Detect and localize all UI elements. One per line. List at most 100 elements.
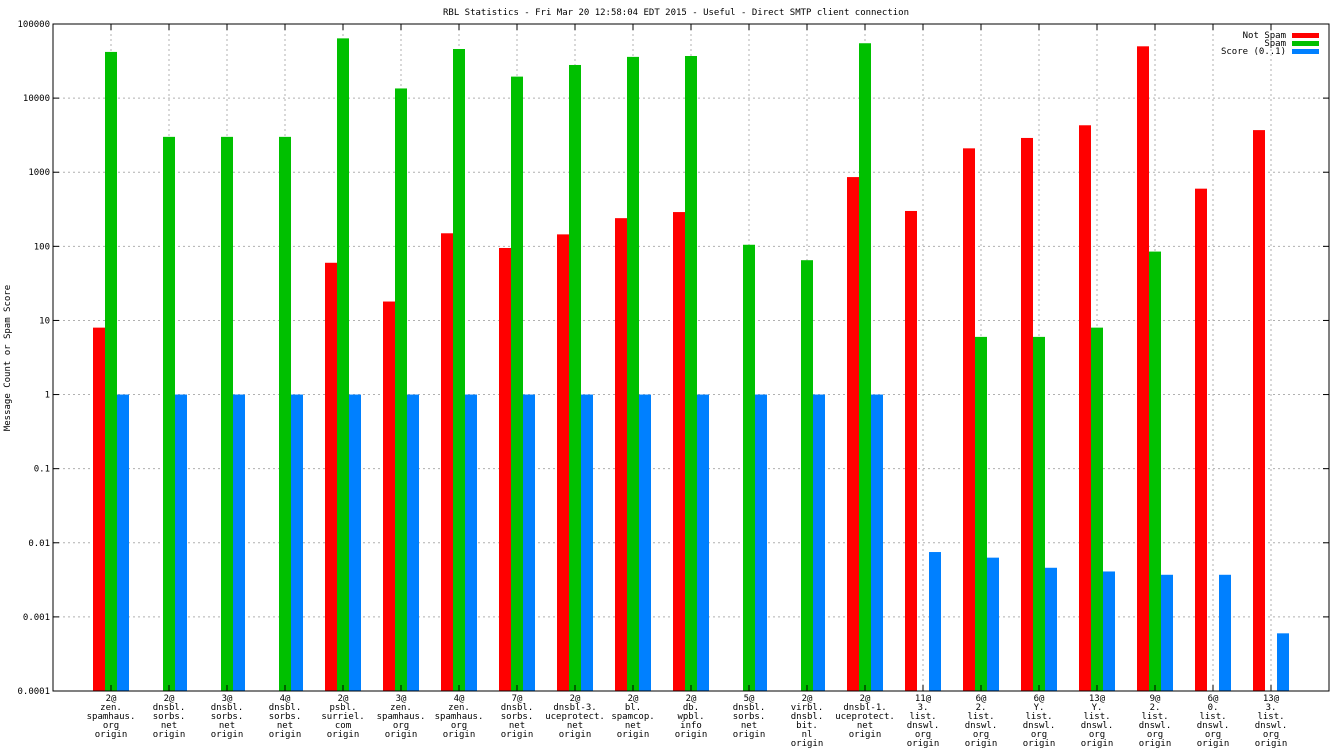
bar-not-spam: [441, 233, 453, 691]
bar-not-spam: [383, 301, 395, 691]
x-tick-label-line: org: [1089, 730, 1105, 740]
x-tick-label: 5@ dnsbl. sorbs. net origin: [733, 694, 766, 740]
bar-score-0-1: [929, 552, 941, 691]
x-tick-label-line: sorbs.: [269, 712, 302, 722]
x-tick-label-line: dnsbl.: [791, 712, 824, 722]
x-tick-label-line: uceprotect.: [545, 712, 605, 722]
x-tick-label-line: dnsbl-1.: [843, 703, 886, 713]
x-tick-label-line: org: [1263, 730, 1279, 740]
y-axis-ticks: 0.0001 0.001 0.01 0.1 1 10 100 1000 10000 100000: [17, 20, 1329, 697]
x-tick-label-line: dnsbl.: [501, 703, 534, 713]
x-tick-label: 3@ dnsbl. sorbs. net origin: [211, 694, 244, 740]
x-tick-label-line: spamhaus.: [87, 712, 136, 722]
x-tick-label-line: sorbs.: [153, 712, 186, 722]
x-tick-label-line: origin: [1081, 739, 1114, 749]
x-tick-label: 6@ 0. list. dnswl. org origin: [1197, 694, 1230, 749]
x-tick-label-line: dnswl.: [907, 721, 940, 731]
legend-swatch: [1292, 41, 1319, 46]
bar-spam: [685, 56, 697, 692]
x-tick-label-line: dnsbl.: [211, 703, 244, 713]
x-tick-label-line: origin: [849, 730, 882, 740]
bar-not-spam: [93, 327, 105, 691]
x-tick-label-line: 0.: [1208, 703, 1219, 713]
x-tick-label-line: origin: [1139, 739, 1172, 749]
x-tick-label: 4@ zen. spamhaus. org origin: [435, 694, 484, 740]
chart-title: RBL Statistics - Fri Mar 20 12:58:04 EDT…: [443, 8, 909, 18]
bar-not-spam: [1137, 46, 1149, 691]
x-tick-label-line: nl: [802, 730, 813, 740]
legend-label: Score (0..1): [1221, 47, 1286, 57]
x-tick-label-line: 13@: [1089, 694, 1106, 704]
x-tick-label-line: 2.: [976, 703, 987, 713]
x-tick-label-line: virbl.: [791, 703, 824, 713]
bar-spam: [511, 76, 523, 691]
bar-score-0-1: [1277, 633, 1289, 691]
bar-score-0-1: [581, 394, 593, 691]
legend-label: Not Spam: [1243, 31, 1286, 41]
bar-score-0-1: [697, 394, 709, 691]
x-tick-label: 2@ dnsbl-3. uceprotect. net origin: [545, 694, 605, 740]
x-tick-label-line: origin: [559, 730, 592, 740]
x-tick-label: 2@ psbl. surriel. com origin: [321, 694, 364, 740]
y-tick-label: 0.0001: [17, 687, 50, 697]
legend-label: Spam: [1264, 39, 1286, 49]
x-tick-label: 9@ 2. list. dnswl. org origin: [1139, 694, 1172, 749]
y-tick-label: 0.001: [23, 613, 50, 623]
bar-not-spam: [1253, 130, 1265, 691]
x-tick-label: 6@ Y. list. dnswl. org origin: [1023, 694, 1056, 749]
bar-not-spam: [673, 212, 685, 691]
x-tick-label-line: origin: [617, 730, 650, 740]
x-tick-label-line: dnswl.: [1081, 721, 1114, 731]
y-tick-label: 100: [34, 242, 50, 252]
bar-spam: [453, 48, 465, 691]
bar-not-spam: [325, 262, 337, 691]
x-tick-label-line: origin: [1197, 739, 1230, 749]
bars-layer: [93, 38, 1289, 692]
x-tick-label-line: dnswl.: [965, 721, 998, 731]
x-tick-label-line: 2@: [686, 694, 697, 704]
x-tick-label-line: Y.: [1092, 703, 1103, 713]
x-tick-label: 2@ bl. spamcop. net origin: [611, 694, 654, 740]
x-tick-label-line: origin: [965, 739, 998, 749]
x-tick-label-line: origin: [675, 730, 708, 740]
x-tick-label-line: org: [451, 721, 467, 731]
x-tick-label-line: 6@: [1034, 694, 1045, 704]
x-tick-label-line: 9@: [1150, 694, 1161, 704]
x-tick-label-line: 4@: [280, 694, 291, 704]
bar-spam: [975, 336, 987, 691]
bar-not-spam: [1021, 137, 1033, 692]
bar-score-0-1: [1161, 574, 1173, 691]
x-tick-label: 4@ dnsbl. sorbs. net origin: [269, 694, 302, 740]
x-tick-label-line: net: [161, 721, 177, 731]
bar-score-0-1: [233, 394, 245, 691]
x-tick-label-line: sorbs.: [501, 712, 534, 722]
x-tick-label-line: origin: [733, 730, 766, 740]
bar-score-0-1: [813, 394, 825, 691]
bar-spam: [279, 136, 291, 691]
x-tick-label-line: 7@: [512, 694, 523, 704]
x-tick-label-line: origin: [269, 730, 302, 740]
bar-score-0-1: [291, 394, 303, 691]
x-tick-label-line: net: [741, 721, 757, 731]
bar-spam: [221, 136, 233, 691]
x-tick-label-line: org: [1205, 730, 1221, 740]
y-tick-label: 0.01: [28, 539, 50, 549]
x-tick-label-line: 2@: [570, 694, 581, 704]
x-tick-label-line: 2@: [106, 694, 117, 704]
x-tick-label-line: psbl.: [329, 703, 356, 713]
bar-spam: [801, 260, 813, 691]
x-tick-label-line: 4@: [454, 694, 465, 704]
y-axis-label: Message Count or Spam Score: [3, 285, 13, 431]
bar-not-spam: [963, 148, 975, 692]
x-tick-label-line: sorbs.: [733, 712, 766, 722]
bar-not-spam: [499, 247, 511, 692]
x-tick-label-line: list.: [967, 712, 994, 722]
y-tick-label: 10000: [23, 94, 50, 104]
x-tick-label-line: 3@: [222, 694, 233, 704]
x-tick-label-line: surriel.: [321, 712, 364, 722]
x-tick-label-line: org: [393, 721, 409, 731]
x-tick-label-line: org: [1147, 730, 1163, 740]
x-tick-label-line: 2@: [860, 694, 871, 704]
x-tick-label-line: origin: [95, 730, 128, 740]
